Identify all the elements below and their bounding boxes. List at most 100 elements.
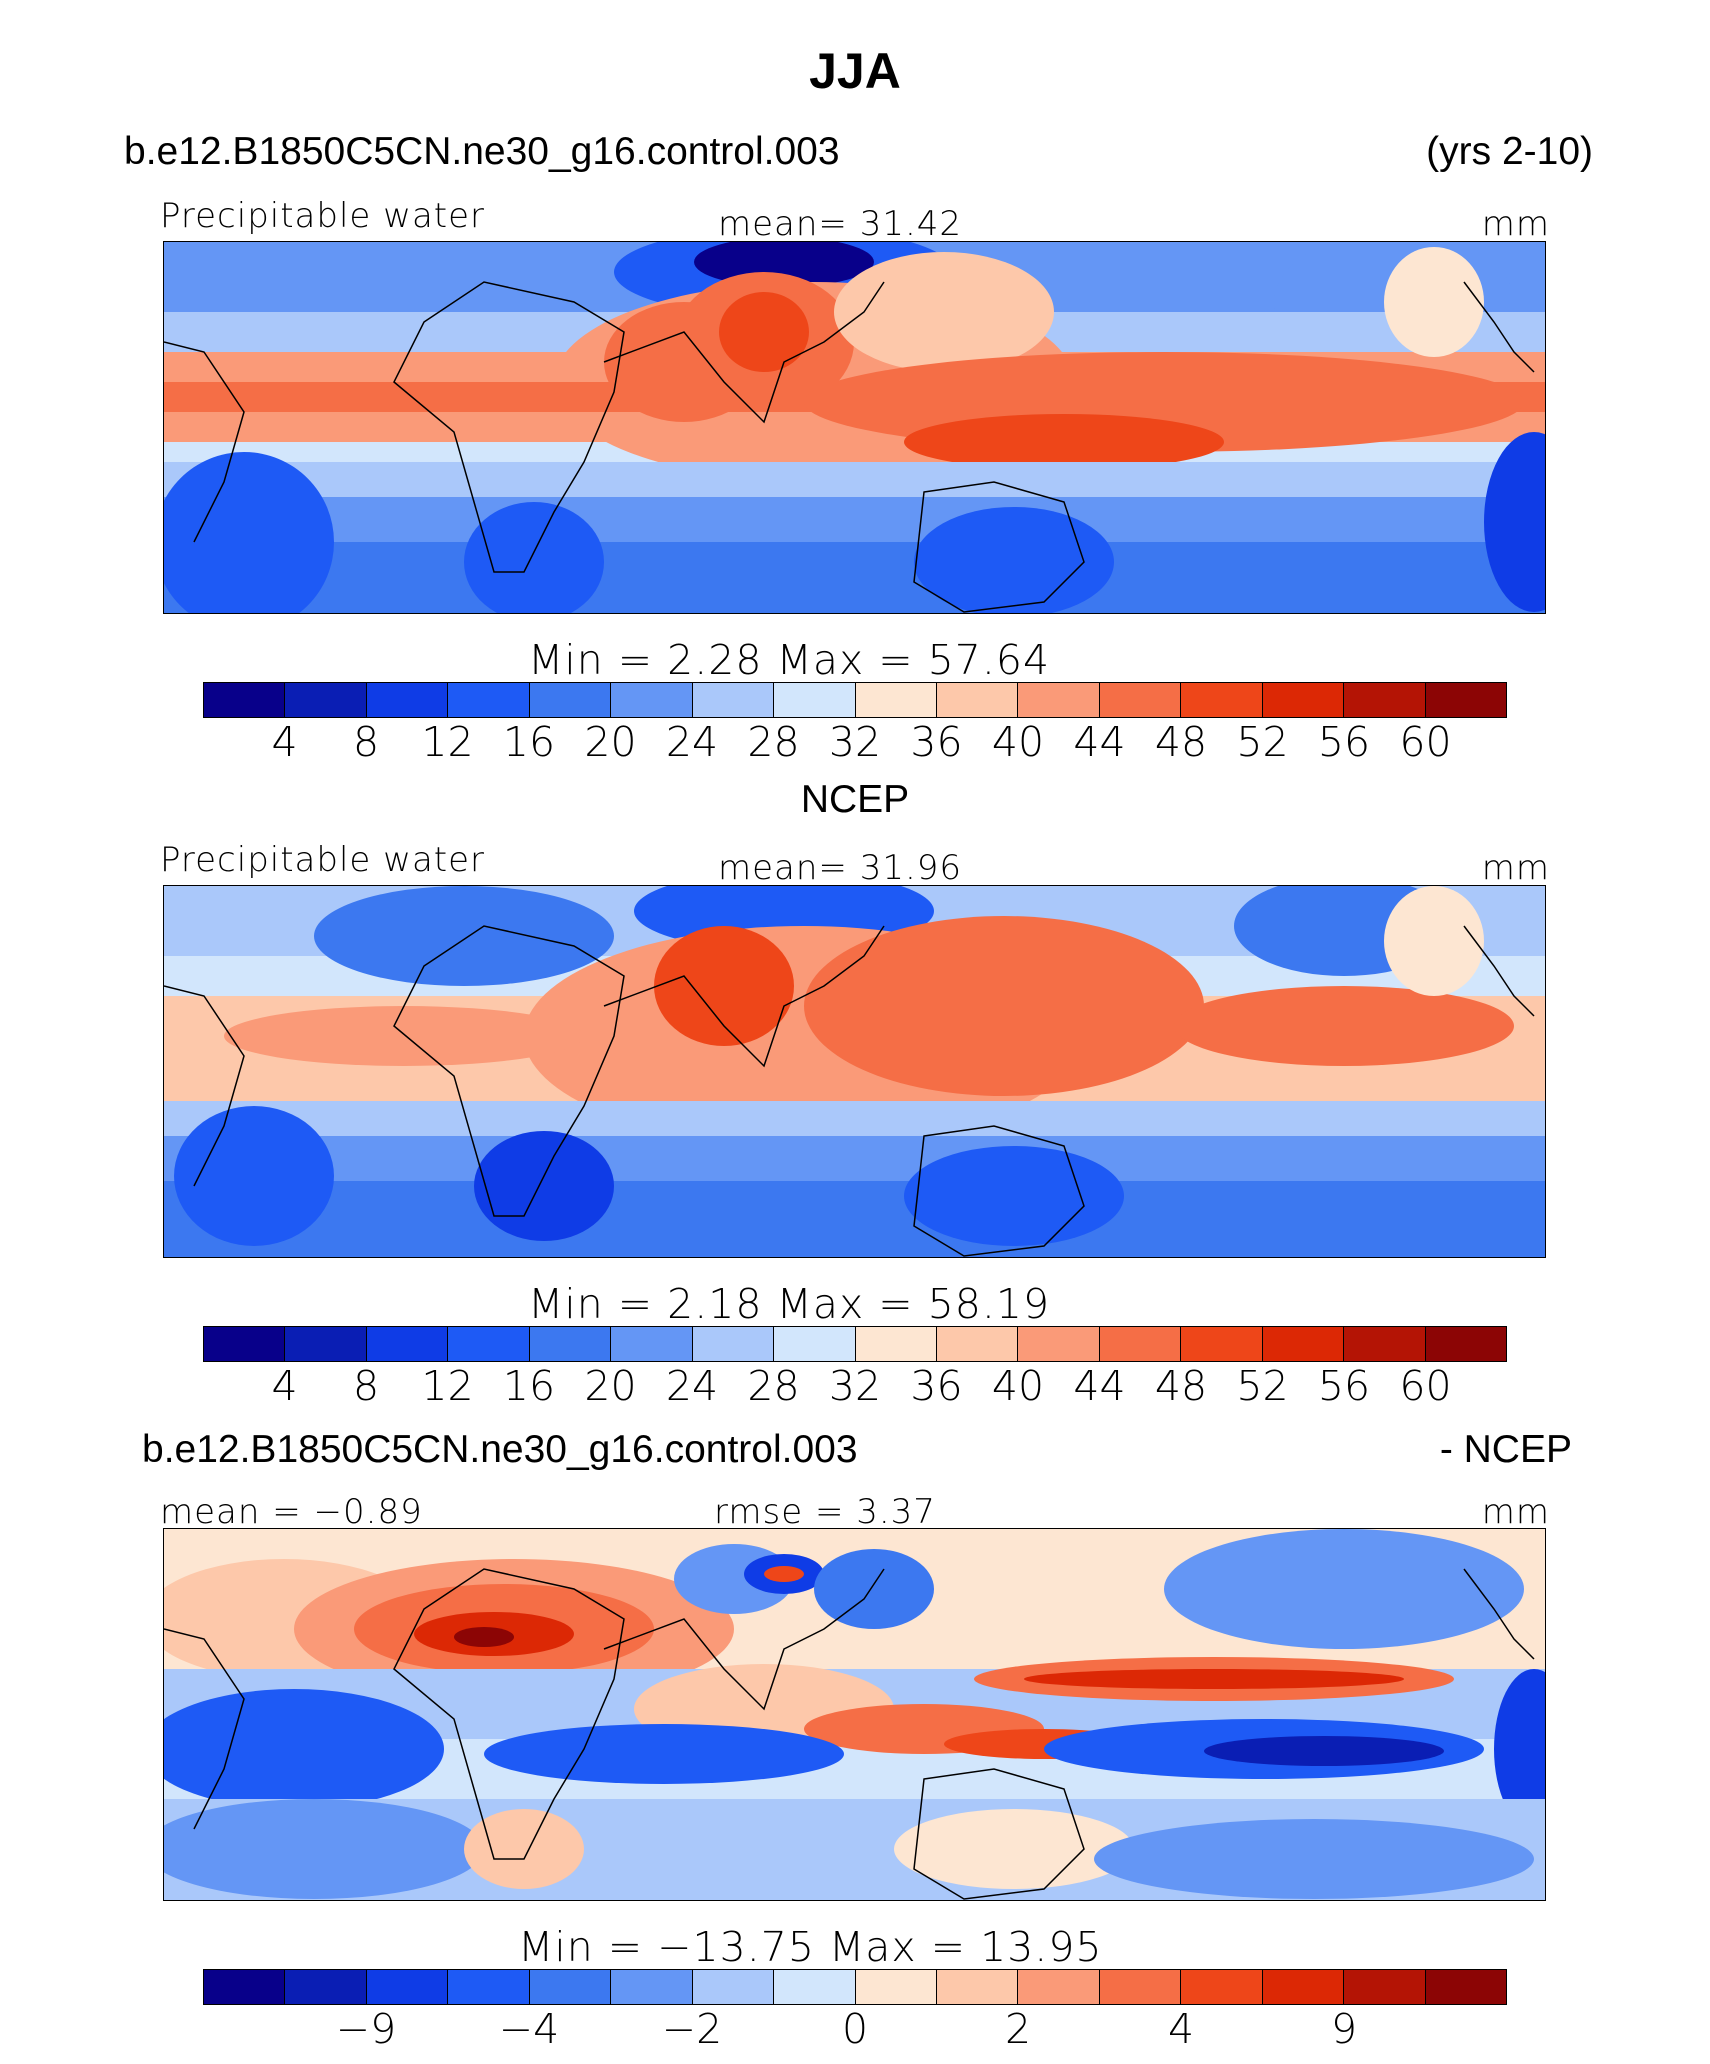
panel2-map (163, 885, 1546, 1258)
colorbar-swatch (529, 683, 612, 717)
colorbar-swatch (692, 1970, 775, 2004)
colorbar-swatch (1018, 1970, 1100, 2004)
colorbar-swatch (285, 1970, 367, 2004)
colorbar-tick-label: −4 (498, 2005, 560, 2053)
colorbar-swatch (1018, 1327, 1100, 1361)
colorbar-swatch (1262, 1970, 1345, 2004)
panel1-units: mm (1481, 204, 1550, 244)
panel2-header: NCEP (800, 778, 910, 821)
colorbar-tick-label: 48 (1154, 718, 1208, 766)
colorbar-swatch (611, 683, 693, 717)
panel2-colorbar (203, 1326, 1507, 1362)
panel1-years: (yrs 2-10) (1426, 130, 1593, 173)
colorbar-swatch (529, 1327, 612, 1361)
colorbar-tick-label: 28 (747, 718, 800, 766)
colorbar-swatch (1425, 1970, 1506, 2004)
colorbar-swatch (692, 1327, 775, 1361)
colorbar-tick-label: 40 (991, 718, 1045, 766)
colorbar-swatch (529, 1970, 612, 2004)
colorbar-tick-label: 56 (1317, 718, 1371, 766)
panel2-variable-label: Precipitable water (160, 840, 486, 880)
colorbar-swatch (1181, 1970, 1263, 2004)
colorbar-tick-label: 56 (1317, 1362, 1371, 1410)
colorbar-tick-label: 52 (1236, 1362, 1289, 1410)
panel3-map (163, 1528, 1546, 1901)
colorbar-tick-label: 60 (1399, 718, 1452, 766)
colorbar-swatch (204, 1327, 286, 1361)
colorbar-swatch (774, 1970, 856, 2004)
colorbar-tick-label: 28 (747, 1362, 800, 1410)
colorbar-swatch (448, 1970, 530, 2004)
colorbar-tick-label: 2 (1004, 2005, 1032, 2053)
colorbar-tick-label: 12 (421, 1362, 474, 1410)
colorbar-tick-label: −9 (335, 2005, 397, 2053)
panel1-colorbar-ticks: 4 8 12 16 20 24 28 32 36 40 44 48 52 56 60 (203, 718, 1507, 768)
panel1-colorbar (203, 682, 1507, 718)
colorbar-swatch (1181, 1327, 1263, 1361)
colorbar-swatch (855, 1327, 937, 1361)
colorbar-swatch (1018, 683, 1100, 717)
colorbar-tick-label: 44 (1073, 718, 1126, 766)
colorbar-swatch (1344, 1327, 1426, 1361)
colorbar-tick-label: 32 (828, 1362, 882, 1410)
colorbar-swatch (1262, 1327, 1345, 1361)
colorbar-tick-label: 9 (1330, 2005, 1358, 2053)
colorbar-tick-label: 32 (828, 718, 882, 766)
colorbar-swatch (774, 683, 856, 717)
colorbar-swatch (692, 683, 775, 717)
colorbar-swatch (366, 1970, 449, 2004)
panel2-units: mm (1481, 848, 1550, 888)
panel1-variable-label: Precipitable water (160, 196, 486, 236)
colorbar-tick-label: 36 (910, 718, 963, 766)
colorbar-tick-label: 20 (584, 718, 637, 766)
panel3-map-field (164, 1529, 1545, 1900)
panel3-colorbar (203, 1969, 1507, 2005)
colorbar-swatch (204, 683, 286, 717)
colorbar-swatch (611, 1327, 693, 1361)
colorbar-tick-label: 16 (502, 718, 556, 766)
panel3-units: mm (1481, 1492, 1550, 1532)
panel3-mean-label: mean = −0.89 (160, 1492, 423, 1532)
colorbar-swatch (855, 683, 937, 717)
colorbar-swatch (1181, 683, 1263, 717)
colorbar-swatch (1425, 1327, 1506, 1361)
panel2-colorbar-ticks: 4 8 12 16 20 24 28 32 36 40 44 48 52 56 60 (203, 1362, 1507, 1412)
colorbar-swatch (936, 1327, 1019, 1361)
colorbar-tick-label: 4 (1167, 2005, 1195, 2053)
colorbar-swatch (1099, 683, 1182, 717)
colorbar-swatch (1262, 683, 1345, 717)
panel1-case-name: b.e12.B1850C5CN.ne30_g16.control.003 (124, 130, 840, 173)
colorbar-tick-label: 16 (502, 1362, 556, 1410)
colorbar-tick-label: 8 (352, 718, 380, 766)
colorbar-swatch (611, 1970, 693, 2004)
figure-title: JJA (809, 43, 901, 99)
panel2-map-field (164, 886, 1545, 1257)
panel1-map-field (164, 242, 1545, 613)
colorbar-swatch (204, 1970, 286, 2004)
colorbar-tick-label: 48 (1154, 1362, 1208, 1410)
colorbar-tick-label: 24 (665, 1362, 719, 1410)
colorbar-swatch (448, 683, 530, 717)
colorbar-swatch (855, 1970, 937, 2004)
colorbar-tick-label: 0 (841, 2005, 869, 2053)
colorbar-swatch (285, 1327, 367, 1361)
colorbar-swatch (1344, 683, 1426, 717)
colorbar-swatch (448, 1327, 530, 1361)
colorbar-swatch (1344, 1970, 1426, 2004)
colorbar-swatch (774, 1327, 856, 1361)
panel3-minus-ncep: - NCEP (1439, 1428, 1572, 1471)
panel3-case-name: b.e12.B1850C5CN.ne30_g16.control.003 (142, 1428, 858, 1471)
colorbar-swatch (1099, 1970, 1182, 2004)
panel3-rmse-label: rmse = 3.37 (714, 1492, 936, 1532)
colorbar-swatch (285, 683, 367, 717)
colorbar-tick-label: 12 (421, 718, 474, 766)
colorbar-swatch (936, 1970, 1019, 2004)
colorbar-tick-label: −2 (661, 2005, 723, 2053)
colorbar-swatch (936, 683, 1019, 717)
panel3-minmax: Min = −13.75 Max = 13.95 (518, 1923, 1103, 1971)
colorbar-tick-label: 40 (991, 1362, 1045, 1410)
panel1-mean-label: mean= 31.42 (718, 204, 963, 244)
colorbar-tick-label: 36 (910, 1362, 963, 1410)
colorbar-swatch (1425, 683, 1506, 717)
colorbar-swatch (1099, 1327, 1182, 1361)
